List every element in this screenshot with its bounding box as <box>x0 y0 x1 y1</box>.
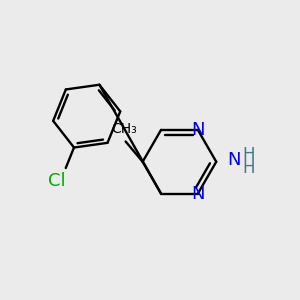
Text: N: N <box>191 185 205 203</box>
Text: N: N <box>191 121 205 139</box>
Text: N: N <box>227 151 241 169</box>
Text: H: H <box>243 146 255 164</box>
Text: H: H <box>243 159 255 177</box>
Text: Cl: Cl <box>48 172 66 190</box>
Text: CH₃: CH₃ <box>111 122 137 136</box>
